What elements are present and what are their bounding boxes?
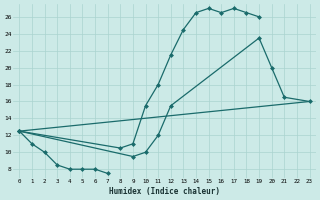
X-axis label: Humidex (Indice chaleur): Humidex (Indice chaleur) <box>109 187 220 196</box>
